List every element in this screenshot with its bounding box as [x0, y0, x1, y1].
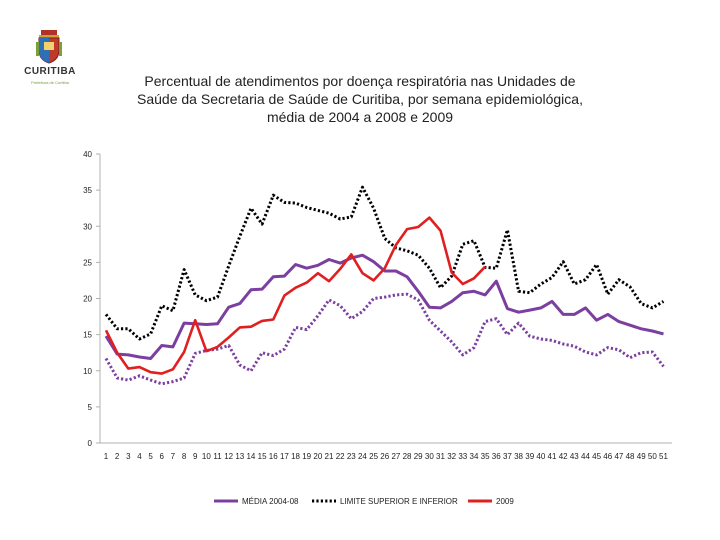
x-tick-label: 19 — [302, 452, 311, 461]
x-tick-label: 6 — [160, 452, 165, 461]
x-tick-label: 21 — [325, 452, 334, 461]
curitiba-logo: CURITIBA Prefeitura de Curitiba — [18, 30, 82, 90]
x-tick-label: 31 — [436, 452, 445, 461]
x-tick-label: 32 — [447, 452, 456, 461]
x-tick-label: 13 — [235, 452, 244, 461]
x-tick-label: 45 — [592, 452, 601, 461]
x-tick-label: 16 — [269, 452, 278, 461]
x-tick-label: 20 — [313, 452, 322, 461]
chart-legend: MÉDIA 2004-08 LIMITE SUPERIOR E INFERIOR 2… — [214, 497, 514, 506]
x-tick-label: 17 — [280, 452, 289, 461]
y-tick-label: 15 — [83, 331, 92, 340]
x-tick-label: 18 — [291, 452, 300, 461]
x-tick-label: 27 — [391, 452, 400, 461]
series-line — [104, 185, 665, 341]
y-axis-ticks: 0 5 10 15 20 25 30 35 40 — [83, 150, 100, 448]
y-tick-label: 40 — [83, 150, 92, 159]
y-tick-label: 35 — [83, 186, 92, 195]
x-tick-label: 1 — [104, 452, 109, 461]
x-tick-label: 47 — [614, 452, 623, 461]
x-tick-label: 33 — [458, 452, 467, 461]
x-tick-label: 51 — [659, 452, 668, 461]
x-tick-label: 35 — [481, 452, 490, 461]
x-tick-label: 42 — [559, 452, 568, 461]
logo-tagline: Prefeitura de Curitiba — [31, 80, 69, 85]
y-tick-label: 10 — [83, 367, 92, 376]
x-tick-label: 5 — [148, 452, 153, 461]
x-tick-label: 44 — [581, 452, 590, 461]
y-tick-label: 5 — [88, 403, 93, 412]
x-tick-label: 22 — [336, 452, 345, 461]
legend-label: LIMITE SUPERIOR E INFERIOR — [340, 497, 458, 506]
x-tick-label: 48 — [626, 452, 635, 461]
x-tick-label: 40 — [536, 452, 545, 461]
x-tick-label: 29 — [414, 452, 423, 461]
x-tick-label: 50 — [648, 452, 657, 461]
x-tick-label: 43 — [570, 452, 579, 461]
x-tick-label: 41 — [548, 452, 557, 461]
x-tick-label: 39 — [525, 452, 534, 461]
logo-brand-name: CURITIBA — [24, 66, 76, 77]
coat-of-arms-icon — [36, 30, 62, 64]
chart-title-line-2: Saúde da Secretaria de Saúde de Curitiba… — [137, 91, 583, 107]
series-line — [104, 216, 487, 375]
x-axis-ticks: 1 2 3 4 5 6 7 8 9 10 11 12 13 14 15 16 17 18 19 20 21 22 23 24 2… — [104, 452, 669, 461]
chart-title: Percentual de atendimentos por doença re… — [110, 72, 610, 126]
x-tick-label: 7 — [171, 452, 176, 461]
x-tick-label: 38 — [514, 452, 523, 461]
x-tick-label: 12 — [224, 452, 233, 461]
x-tick-label: 10 — [202, 452, 211, 461]
chart-title-line-1: Percentual de atendimentos por doença re… — [144, 73, 576, 89]
chart-axes — [99, 154, 672, 444]
x-tick-label: 37 — [503, 452, 512, 461]
x-tick-label: 36 — [492, 452, 501, 461]
x-tick-label: 23 — [347, 452, 356, 461]
x-tick-label: 9 — [193, 452, 198, 461]
y-tick-label: 30 — [83, 222, 92, 231]
x-tick-label: 26 — [380, 452, 389, 461]
x-tick-label: 34 — [470, 452, 479, 461]
chart-title-line-3: média de 2004 a 2008 e 2009 — [266, 109, 454, 125]
y-tick-label: 0 — [88, 439, 93, 448]
x-tick-label: 30 — [425, 452, 434, 461]
x-tick-label: 15 — [258, 452, 267, 461]
y-tick-label: 20 — [83, 295, 92, 304]
x-tick-label: 11 — [213, 452, 222, 461]
x-tick-label: 14 — [246, 452, 255, 461]
y-tick-label: 25 — [83, 258, 92, 267]
chart-series — [104, 185, 665, 386]
x-tick-label: 24 — [358, 452, 367, 461]
x-tick-label: 4 — [137, 452, 142, 461]
x-tick-label: 49 — [637, 452, 646, 461]
x-tick-label: 25 — [369, 452, 378, 461]
legend-label: 2009 — [496, 497, 514, 506]
x-tick-label: 3 — [126, 452, 131, 461]
x-tick-label: 8 — [182, 452, 187, 461]
legend-label: MÉDIA 2004-08 — [242, 497, 299, 506]
x-tick-label: 28 — [403, 452, 412, 461]
x-tick-label: 46 — [603, 452, 612, 461]
series-line — [104, 253, 664, 360]
x-tick-label: 2 — [115, 452, 120, 461]
series-line — [104, 292, 665, 386]
